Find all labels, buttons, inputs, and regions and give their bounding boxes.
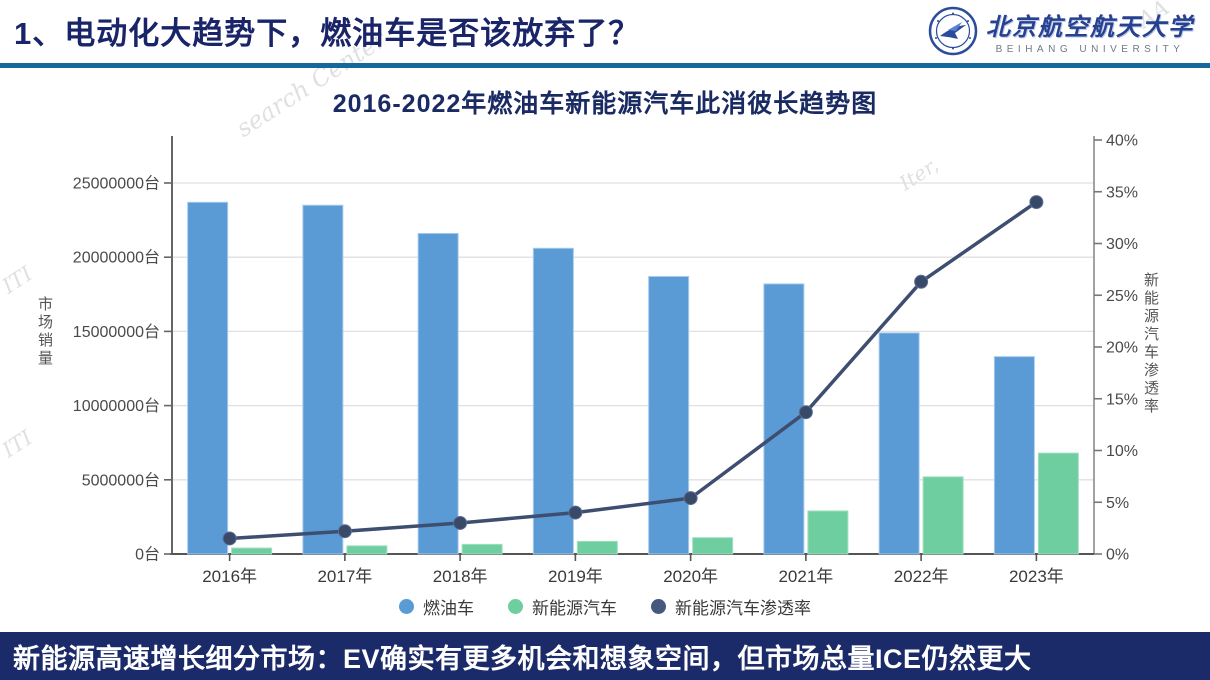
footer-banner: 新能源高速增长细分市场：EV确实有更多机会和想象空间，但市场总量ICE仍然更大 [0, 632, 1210, 680]
ice-bar-2019年 [532, 247, 574, 555]
penetration-point-2016年 [222, 531, 237, 546]
header-divider [0, 63, 1210, 68]
nev-bar-2018年 [461, 543, 503, 555]
logo-chinese-name: 北京航空航天大学 [986, 12, 1194, 41]
ice-bar-2018年 [417, 232, 459, 555]
left-tick-label: 15000000台 [73, 323, 160, 341]
right-tick-label: 15% [1106, 391, 1138, 408]
nev-bar-2020年 [692, 537, 734, 555]
right-tick-label: 0% [1106, 547, 1129, 564]
logo-english-name: BEIHANG UNIVERSITY [995, 44, 1185, 55]
left-axis-label: 市场销量 [36, 296, 53, 368]
nev-bar-2023年 [1037, 452, 1079, 555]
right-tick-label: 40% [1106, 133, 1138, 150]
left-tick-label: 25000000台 [73, 175, 160, 193]
left-tick-label: 20000000台 [73, 249, 160, 267]
chart-legend: 燃油车 新能源汽车 新能源汽车渗透率 [0, 594, 1210, 619]
penetration-point-2023年 [1029, 195, 1044, 210]
logo-text: 北京航空航天大学 BEIHANG UNIVERSITY [986, 7, 1194, 55]
x-tick-label: 2020年 [663, 567, 718, 586]
right-tick-label: 35% [1106, 184, 1138, 201]
ice-bar-2022年 [878, 332, 920, 555]
legend-label: 新能源汽车 [532, 599, 617, 618]
left-tick-label: 0台 [135, 546, 160, 564]
x-tick-label: 2017年 [317, 567, 372, 586]
x-tick-label: 2018年 [433, 567, 488, 586]
university-logo: 北京航空航天大学 BEIHANG UNIVERSITY [928, 6, 1194, 56]
legend-dot-icon [399, 599, 414, 614]
right-tick-label: 5% [1106, 495, 1129, 512]
nev-bar-2017年 [346, 545, 388, 555]
ice-bar-2017年 [302, 204, 344, 555]
penetration-point-2020年 [683, 491, 698, 506]
left-tick-label: 10000000台 [73, 397, 160, 415]
chart-plot: 0台 5000000台 10000000台 15000000台 20000000台 250… [73, 133, 1138, 587]
legend-dot-icon [651, 599, 666, 614]
penetration-point-2021年 [798, 405, 813, 420]
legend-item-ice: 燃油车 [399, 594, 474, 619]
penetration-point-2018年 [453, 515, 468, 530]
right-tick-label: 25% [1106, 288, 1138, 305]
penetration-line [229, 200, 1038, 541]
penetration-point-2022年 [914, 274, 929, 289]
right-tick-label: 20% [1106, 340, 1138, 357]
right-tick-label: 30% [1106, 236, 1138, 253]
x-tick-label: 2016年 [202, 567, 257, 586]
right-tick-label: 10% [1106, 443, 1138, 460]
x-tick-label: 2022年 [894, 567, 949, 586]
ice-bar-2020年 [648, 275, 690, 555]
university-seal-icon [928, 6, 978, 56]
ice-bar-2023年 [993, 356, 1035, 555]
legend-item-penetration: 新能源汽车渗透率 [651, 594, 811, 619]
header: 1、电动化大趋势下，燃油车是否该放弃了？ 北京航空航天大学 BEIHANG UN… [0, 0, 1210, 63]
left-tick-label: 5000000台 [82, 471, 160, 489]
legend-dot-icon [508, 599, 523, 614]
x-tick-label: 2023年 [1009, 567, 1064, 586]
nev-bar-2021年 [807, 510, 849, 555]
x-tick-label: 2019年 [548, 567, 603, 586]
penetration-point-2019年 [568, 505, 583, 520]
penetration-point-2017年 [337, 524, 352, 539]
nev-bar-2022年 [922, 476, 964, 555]
nev-bar-2016年 [231, 547, 273, 555]
ice-bar-2016年 [187, 201, 229, 555]
legend-label: 燃油车 [423, 599, 474, 618]
nev-bar-2019年 [576, 540, 618, 555]
legend-item-nev: 新能源汽车 [508, 594, 617, 619]
page-title: 1、电动化大趋势下，燃油车是否该放弃了？ [14, 16, 641, 51]
right-axis-label: 新能源汽车渗透率 [1142, 272, 1159, 416]
x-tick-label: 2021年 [778, 567, 833, 586]
chart-title: 2016-2022年燃油车新能源汽车此消彼长趋势图 [332, 90, 878, 118]
footer-text: 新能源高速增长细分市场：EV确实有更多机会和想象空间，但市场总量ICE仍然更大 [13, 643, 1032, 674]
legend-label: 新能源汽车渗透率 [675, 599, 811, 618]
